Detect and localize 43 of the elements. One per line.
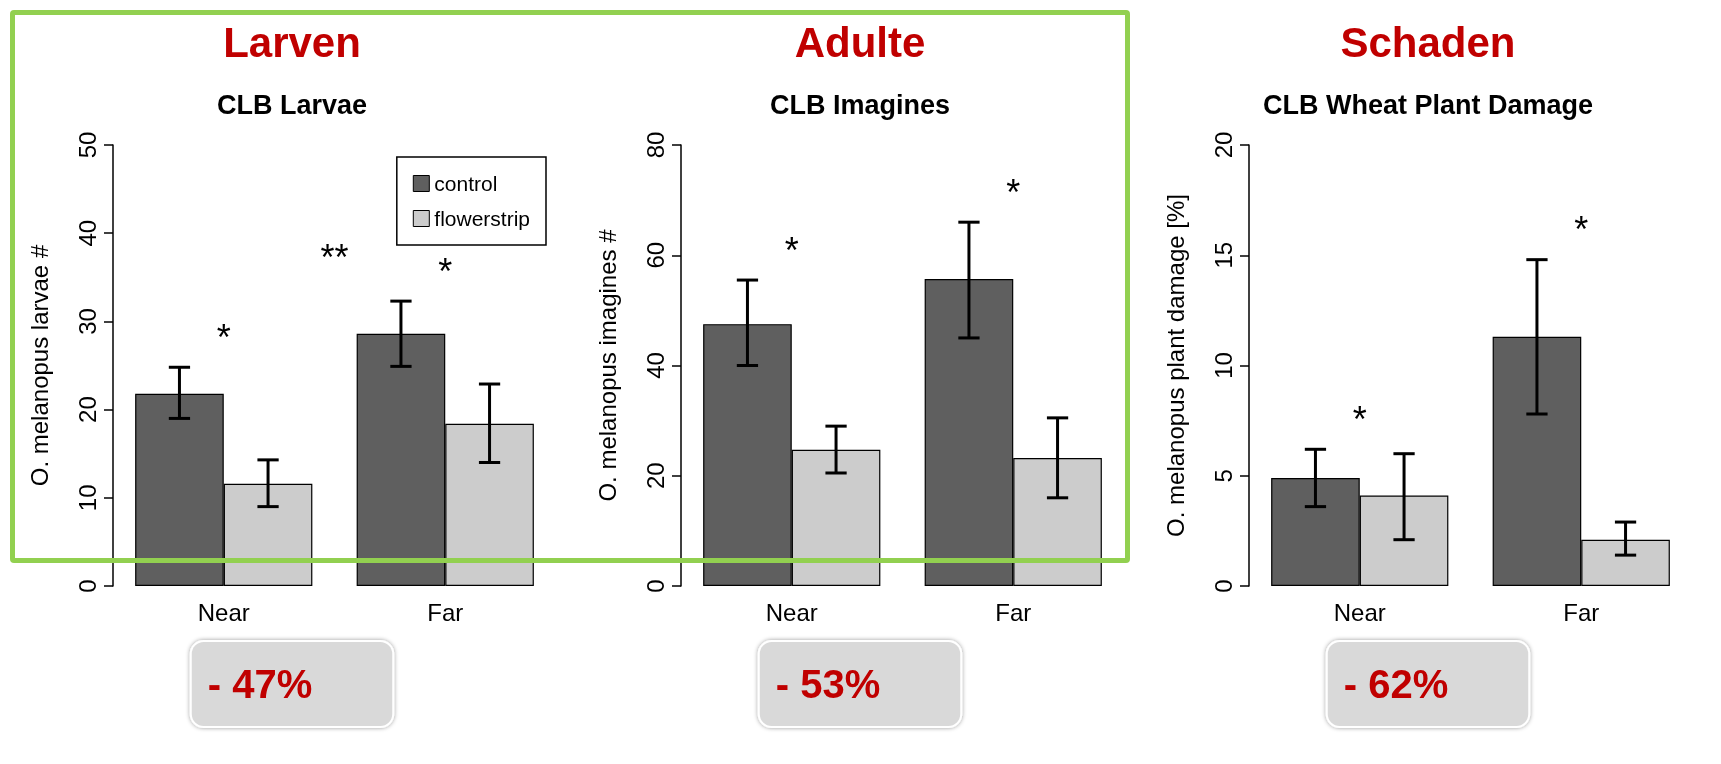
y-tick-label: 20	[73, 396, 101, 423]
chart-subtitle: CLB Wheat Plant Damage	[1262, 89, 1594, 120]
chart-subtitle: CLB Larvae	[216, 89, 368, 120]
annotation: **	[320, 236, 349, 278]
annotation: *	[1352, 398, 1367, 440]
y-tick-label: 30	[73, 308, 101, 335]
y-tick-label: 10	[1209, 352, 1237, 379]
y-tick-label: 10	[73, 484, 101, 512]
y-tick-label: 5	[1209, 469, 1237, 483]
annotation: *	[438, 250, 453, 292]
y-tick-label: 20	[641, 462, 669, 490]
x-tick-label: Far	[427, 598, 464, 626]
annotation: *	[1574, 209, 1589, 251]
y-tick-label: 0	[641, 579, 669, 593]
y-tick-label: 40	[73, 219, 101, 247]
chart-subtitle: CLB Imagines	[769, 89, 951, 120]
x-tick-label: Near	[197, 598, 250, 626]
legend-label: control	[434, 172, 498, 195]
y-axis-title: O. melanopus plant damage [%]	[1161, 194, 1189, 537]
annotation: *	[1006, 171, 1021, 213]
y-tick-label: 50	[73, 131, 101, 159]
chart-title: Adulte	[794, 18, 926, 66]
text: - 62%	[1343, 662, 1449, 706]
y-tick-label: 15	[1209, 241, 1237, 269]
y-tick-label: 60	[641, 241, 669, 269]
y-axis-title: O. melanopus imagines #	[593, 228, 621, 502]
x-tick-label: Near	[765, 598, 818, 626]
y-tick-label: 80	[641, 131, 669, 159]
x-tick-label: Far	[995, 598, 1032, 626]
x-tick-label: Near	[1333, 598, 1386, 626]
y-axis-title: O. melanopus larvae #	[25, 244, 53, 487]
legend-label: flowerstrip	[434, 207, 531, 230]
y-tick-label: 0	[73, 579, 101, 593]
text: - 53%	[775, 662, 881, 706]
chart-title: Schaden	[1340, 18, 1516, 66]
y-tick-label: 0	[1209, 579, 1237, 593]
x-tick-label: Far	[1563, 598, 1600, 626]
annotation: *	[784, 229, 799, 271]
y-tick-label: 20	[1209, 131, 1237, 159]
y-tick-label: 40	[641, 352, 669, 379]
annotation: *	[216, 316, 231, 358]
text: - 47%	[207, 662, 313, 706]
chart-title: Larven	[223, 18, 361, 66]
